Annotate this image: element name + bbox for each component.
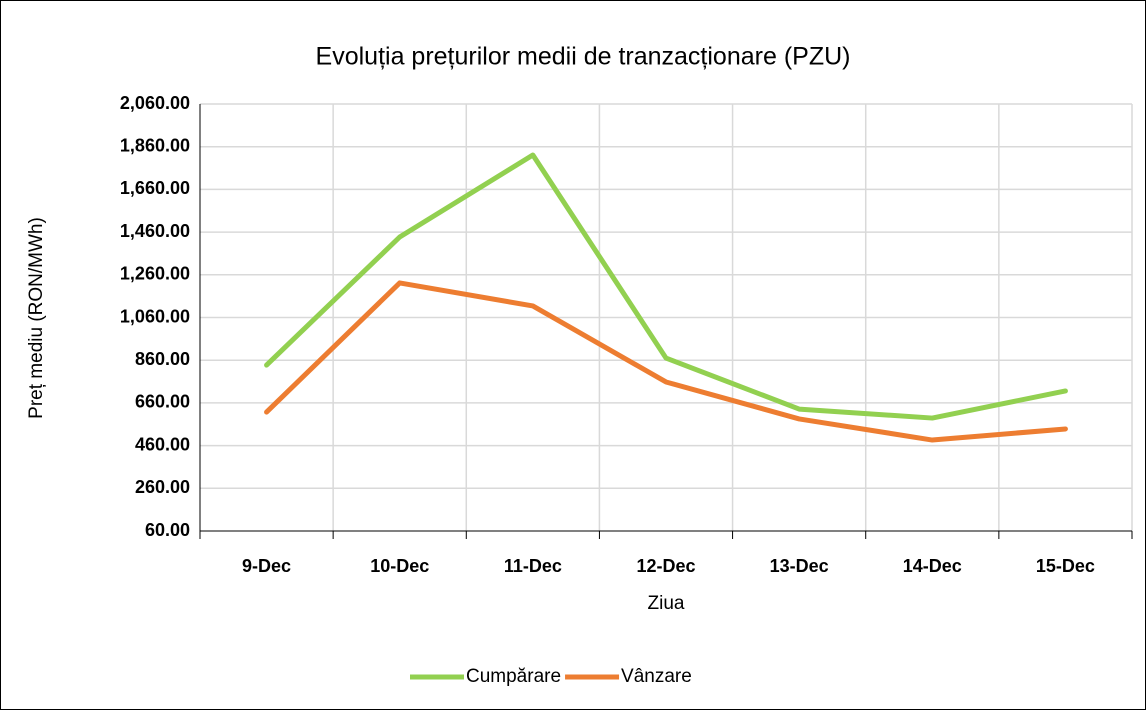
x-tick-label: 11-Dec	[504, 556, 562, 576]
y-tick-label: 1,060.00	[120, 306, 190, 326]
x-axis-label: Ziua	[648, 593, 685, 614]
y-tick-label: 460.00	[135, 434, 190, 454]
y-tick-label: 1,460.00	[120, 221, 190, 241]
x-tick-label: 9-Dec	[242, 556, 291, 576]
y-tick-label: 1,660.00	[120, 178, 190, 198]
line-series	[264, 152, 1068, 421]
y-tick-label: 2,060.00	[120, 93, 190, 113]
x-tick-label: 10-Dec	[370, 556, 429, 576]
y-axis-label: Preț mediu (RON/MWh)	[26, 217, 47, 419]
x-tick-label: 14-Dec	[903, 556, 962, 576]
y-tick-label: 660.00	[135, 392, 190, 412]
y-tick-label: 260.00	[135, 477, 190, 497]
y-tick-label: 1,860.00	[120, 135, 190, 155]
y-tick-label: 60.00	[145, 520, 190, 540]
y-tick-label: 1,260.00	[120, 264, 190, 284]
x-tick-label: 15-Dec	[1036, 556, 1095, 576]
y-tick-label: 860.00	[135, 349, 190, 369]
x-tick-label: 12-Dec	[636, 556, 695, 576]
line-series	[264, 280, 1068, 443]
chart-title: Evoluția prețurilor medii de tranzacțion…	[316, 43, 851, 71]
legend-label: Vânzare	[621, 666, 692, 687]
x-tick-label: 13-Dec	[770, 556, 829, 576]
legend-label: Cumpărare	[466, 666, 561, 687]
